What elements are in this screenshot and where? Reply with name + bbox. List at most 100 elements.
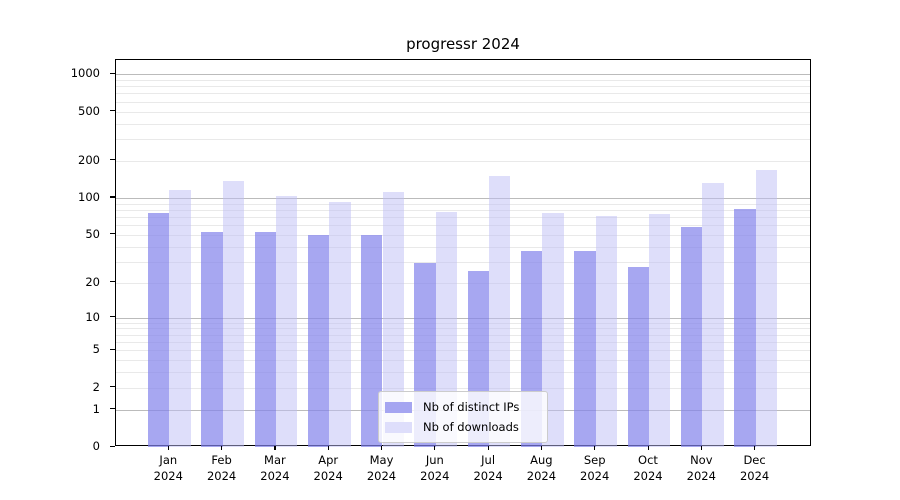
x-axis-tick xyxy=(647,446,649,450)
bar-downloads-jan xyxy=(169,190,191,447)
x-axis-tick-label: Jul 2024 xyxy=(473,453,503,483)
y-gridline-major xyxy=(116,74,810,76)
y-gridline-minor xyxy=(116,101,810,103)
y-axis-tick-label: 20 xyxy=(85,274,100,289)
y-gridline-minor xyxy=(116,322,810,324)
y-axis-tick xyxy=(110,110,115,112)
y-gridline-minor xyxy=(116,328,810,330)
bar-downloads-jul xyxy=(489,176,511,447)
y-axis-tick-label: 1 xyxy=(92,401,100,416)
y-axis-tick xyxy=(110,386,115,388)
y-gridline-minor xyxy=(116,123,810,125)
y-gridline-minor xyxy=(116,225,810,227)
y-gridline-minor xyxy=(116,79,810,81)
bar-downloads-apr xyxy=(329,201,351,447)
y-axis-tick-label: 10 xyxy=(85,309,100,324)
y-gridline-minor xyxy=(116,372,810,374)
y-axis-tick-label: 1000 xyxy=(70,66,100,81)
bar-distinct-ips-may xyxy=(361,234,383,447)
y-gridline-minor xyxy=(116,216,810,218)
x-axis-tick-label: Aug 2024 xyxy=(526,453,557,483)
y-gridline-minor xyxy=(116,93,810,95)
x-axis-tick xyxy=(327,446,329,450)
y-gridline-minor xyxy=(116,360,810,362)
bar-distinct-ips-mar xyxy=(254,231,276,447)
x-axis-tick xyxy=(274,446,276,450)
x-axis-tick xyxy=(167,446,169,450)
y-axis-tick xyxy=(110,159,115,161)
y-axis-tick xyxy=(110,196,115,198)
x-axis-tick xyxy=(594,446,596,450)
plot-area xyxy=(115,59,811,447)
legend-item-downloads: Nb of downloads xyxy=(385,417,539,437)
bar-distinct-ips-apr xyxy=(307,234,330,447)
bar-downloads-may xyxy=(382,191,404,447)
y-axis-tick-label: 5 xyxy=(92,342,100,357)
y-axis-tick xyxy=(110,348,115,350)
y-axis-tick xyxy=(110,72,115,74)
legend-swatch-distinct-ips xyxy=(385,401,412,413)
y-gridline-major xyxy=(116,197,810,199)
bar-downloads-jun xyxy=(435,211,458,447)
y-axis-tick-label: 200 xyxy=(78,152,100,167)
y-axis-tick xyxy=(110,316,115,318)
y-axis-tick xyxy=(110,281,115,283)
bar-distinct-ips-jan xyxy=(147,212,170,447)
x-axis-tick xyxy=(434,446,436,450)
legend: Nb of distinct IPs Nb of downloads xyxy=(378,391,548,443)
x-axis-tick-label: Jan 2024 xyxy=(153,453,183,483)
bar-downloads-aug xyxy=(542,212,564,447)
bar-distinct-ips-sep xyxy=(574,250,596,447)
x-axis-tick xyxy=(221,446,223,450)
y-gridline-minor xyxy=(116,341,810,343)
y-gridline-minor xyxy=(116,111,810,113)
y-gridline-minor xyxy=(116,350,810,352)
x-axis-tick-label: Apr 2024 xyxy=(313,453,343,483)
y-axis-tick xyxy=(110,408,115,410)
y-axis-tick-label: 100 xyxy=(78,189,100,204)
bar-distinct-ips-oct xyxy=(627,267,649,447)
bar-downloads-feb xyxy=(222,181,244,447)
x-axis-tick-label: Nov 2024 xyxy=(686,453,716,483)
chart-title: progressr 2024 xyxy=(406,35,520,53)
x-axis-tick-label: Jun 2024 xyxy=(420,453,450,483)
y-axis-tick-label: 500 xyxy=(78,103,100,118)
bar-downloads-oct xyxy=(649,213,671,447)
bar-downloads-nov xyxy=(702,182,724,447)
x-axis-tick-label: May 2024 xyxy=(366,453,397,483)
y-axis-tick-label: 0 xyxy=(92,439,100,453)
legend-item-distinct-ips: Nb of distinct IPs xyxy=(385,397,539,417)
y-gridline-minor xyxy=(116,86,810,88)
y-gridline-minor xyxy=(116,282,810,284)
bar-downloads-sep xyxy=(595,216,618,447)
x-axis-tick xyxy=(700,446,702,450)
y-axis-tick-label: 2 xyxy=(92,379,100,394)
x-axis-tick xyxy=(540,446,543,450)
x-axis-tick-label: Feb 2024 xyxy=(206,453,237,483)
y-gridline-minor xyxy=(116,138,810,140)
y-gridline-minor xyxy=(116,160,810,162)
y-gridline-minor xyxy=(116,334,810,336)
x-axis-tick-label: Oct 2024 xyxy=(633,453,663,483)
x-axis-tick xyxy=(754,446,756,450)
y-axis-tick xyxy=(110,445,115,447)
y-gridline-minor xyxy=(116,261,810,263)
x-axis-tick xyxy=(381,446,383,450)
x-axis-tick-label: Sep 2024 xyxy=(580,453,610,483)
legend-label-downloads: Nb of downloads xyxy=(423,420,519,434)
legend-label-distinct-ips: Nb of distinct IPs xyxy=(423,400,520,414)
bar-distinct-ips-nov xyxy=(680,226,703,447)
x-axis-tick-label: Dec 2024 xyxy=(739,453,770,483)
y-axis-tick-label: 50 xyxy=(85,226,100,241)
y-axis-tick xyxy=(110,233,115,235)
y-gridline-minor xyxy=(116,203,810,205)
bar-distinct-ips-feb xyxy=(201,231,223,447)
y-gridline-minor xyxy=(116,234,810,236)
y-gridline-minor xyxy=(116,387,810,389)
y-gridline-minor xyxy=(116,246,810,248)
y-gridline-minor xyxy=(116,209,810,211)
bar-downloads-mar xyxy=(275,195,298,447)
legend-swatch-downloads xyxy=(385,421,412,433)
y-gridline-major xyxy=(116,317,810,319)
